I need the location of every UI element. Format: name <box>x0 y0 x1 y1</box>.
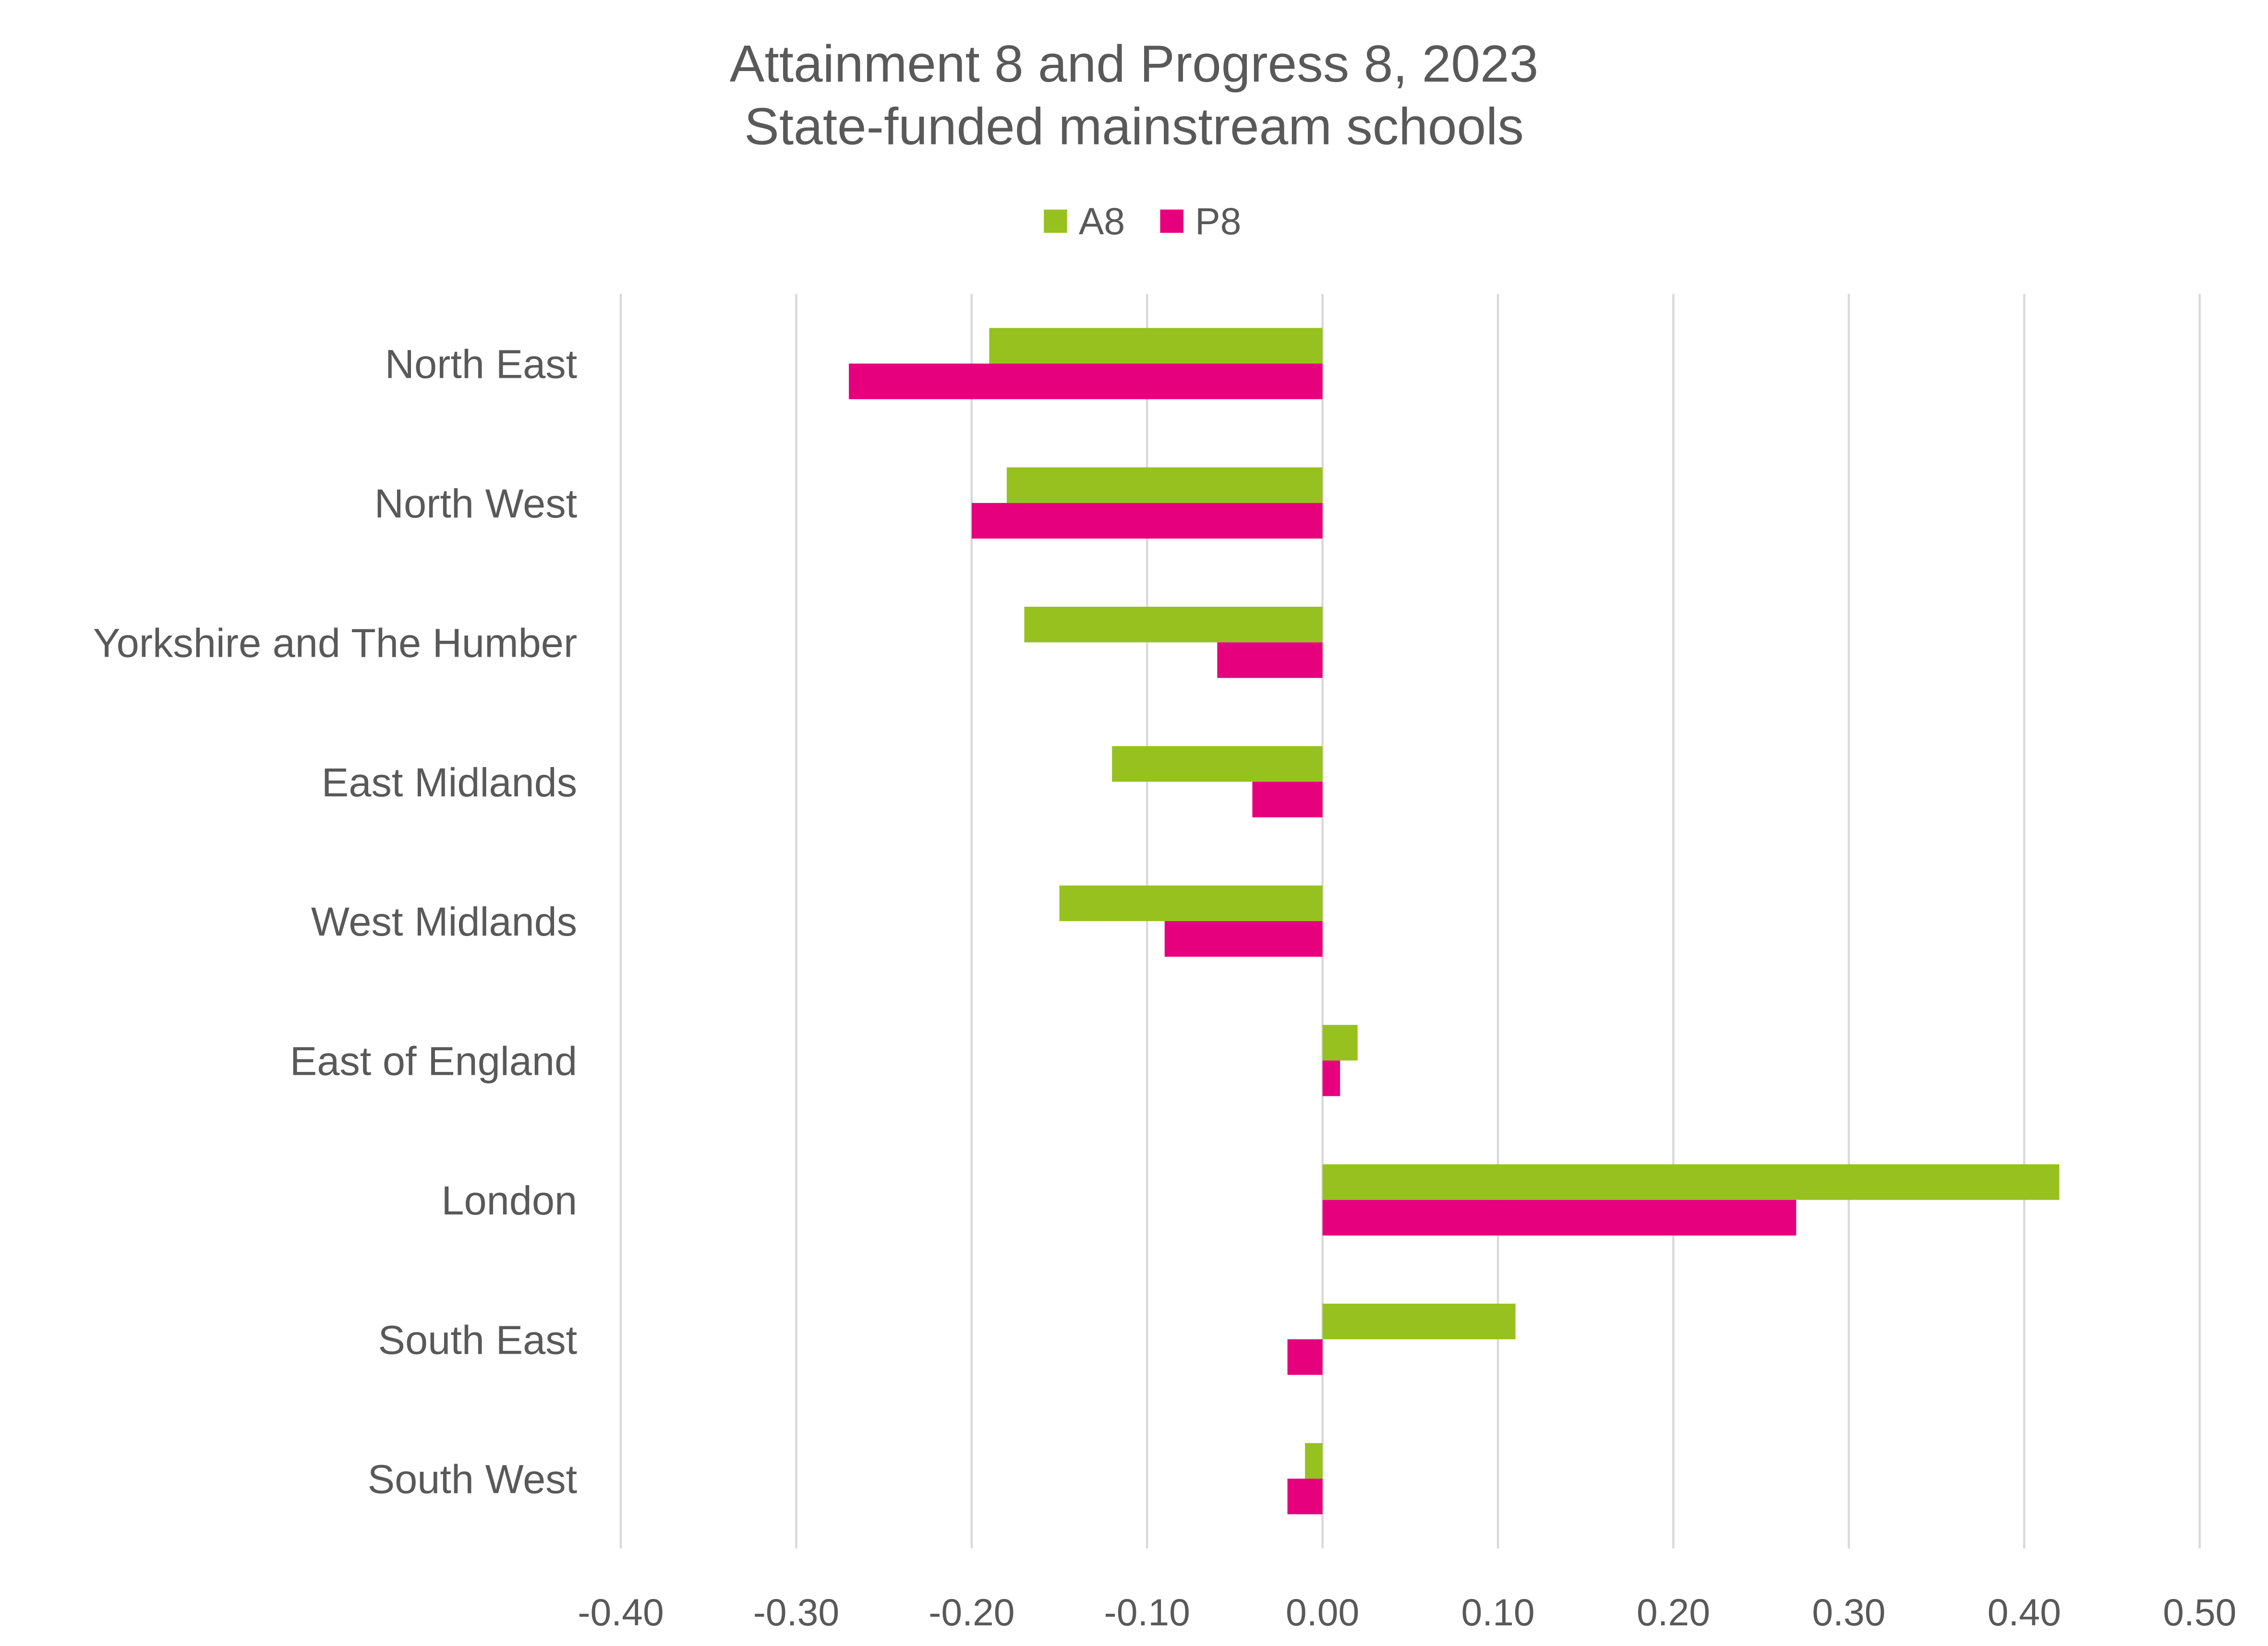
chart-title: Attainment 8 and Progress 8, 2023 <box>730 35 1539 93</box>
category-label: North West <box>374 481 577 526</box>
category-label: East Midlands <box>322 759 577 805</box>
x-tick-label: 0.20 <box>1637 1591 1710 1634</box>
x-tick-label: -0.10 <box>1104 1591 1190 1634</box>
legend-label: A8 <box>1079 200 1125 242</box>
x-tick-label: 0.00 <box>1286 1591 1359 1634</box>
bar-p8 <box>971 503 1323 539</box>
bar-a8 <box>1112 746 1323 782</box>
x-tick-labels: -0.40 -0.30 -0.20 -0.10 0.00 0.10 0.20 0.30 0.40… <box>578 1591 2236 1634</box>
category-label: South West <box>368 1456 578 1502</box>
category-label: Yorkshire and The Humber <box>93 620 577 665</box>
bar-p8 <box>1164 921 1323 957</box>
category-label: South East <box>378 1317 578 1362</box>
bar-p8 <box>1217 642 1323 678</box>
legend-swatch-a8 <box>1044 209 1067 233</box>
x-tick-label: 0.30 <box>1812 1591 1885 1634</box>
chart-subtitle: State-funded mainstream schools <box>744 97 1524 156</box>
x-tick-label: -0.20 <box>929 1591 1014 1634</box>
legend-label: P8 <box>1195 200 1241 242</box>
category-label: North East <box>385 341 577 387</box>
gridlines <box>619 294 2201 1549</box>
legend: A8 P8 <box>1044 200 1241 242</box>
category-label: London <box>441 1177 577 1223</box>
bar-p8 <box>1322 1200 1797 1236</box>
bar-a8 <box>1322 1025 1358 1061</box>
bars <box>849 328 2060 1514</box>
bar-a8 <box>989 328 1323 364</box>
legend-swatch-p8 <box>1160 209 1183 233</box>
bar-p8 <box>1322 1060 1340 1096</box>
bar-a8 <box>1024 606 1323 643</box>
bar-p8 <box>1252 781 1323 817</box>
bar-a8 <box>1322 1164 2060 1200</box>
category-labels: North East North West Yorkshire and The Hu… <box>93 341 577 1502</box>
bar-a8 <box>1322 1303 1516 1340</box>
bar-p8 <box>849 363 1323 399</box>
x-tick-label: 0.50 <box>2163 1591 2236 1634</box>
x-tick-label: -0.40 <box>578 1591 664 1634</box>
bar-p8 <box>1287 1478 1323 1514</box>
x-tick-label: 0.40 <box>1988 1591 2061 1634</box>
category-label: West Midlands <box>311 899 577 944</box>
bar-a8 <box>1006 467 1323 503</box>
bar-a8 <box>1059 885 1323 921</box>
bar-a8 <box>1305 1443 1323 1479</box>
x-tick-label: 0.10 <box>1461 1591 1534 1634</box>
category-label: East of England <box>290 1038 578 1084</box>
bar-p8 <box>1287 1339 1323 1375</box>
x-tick-label: -0.30 <box>753 1591 839 1634</box>
